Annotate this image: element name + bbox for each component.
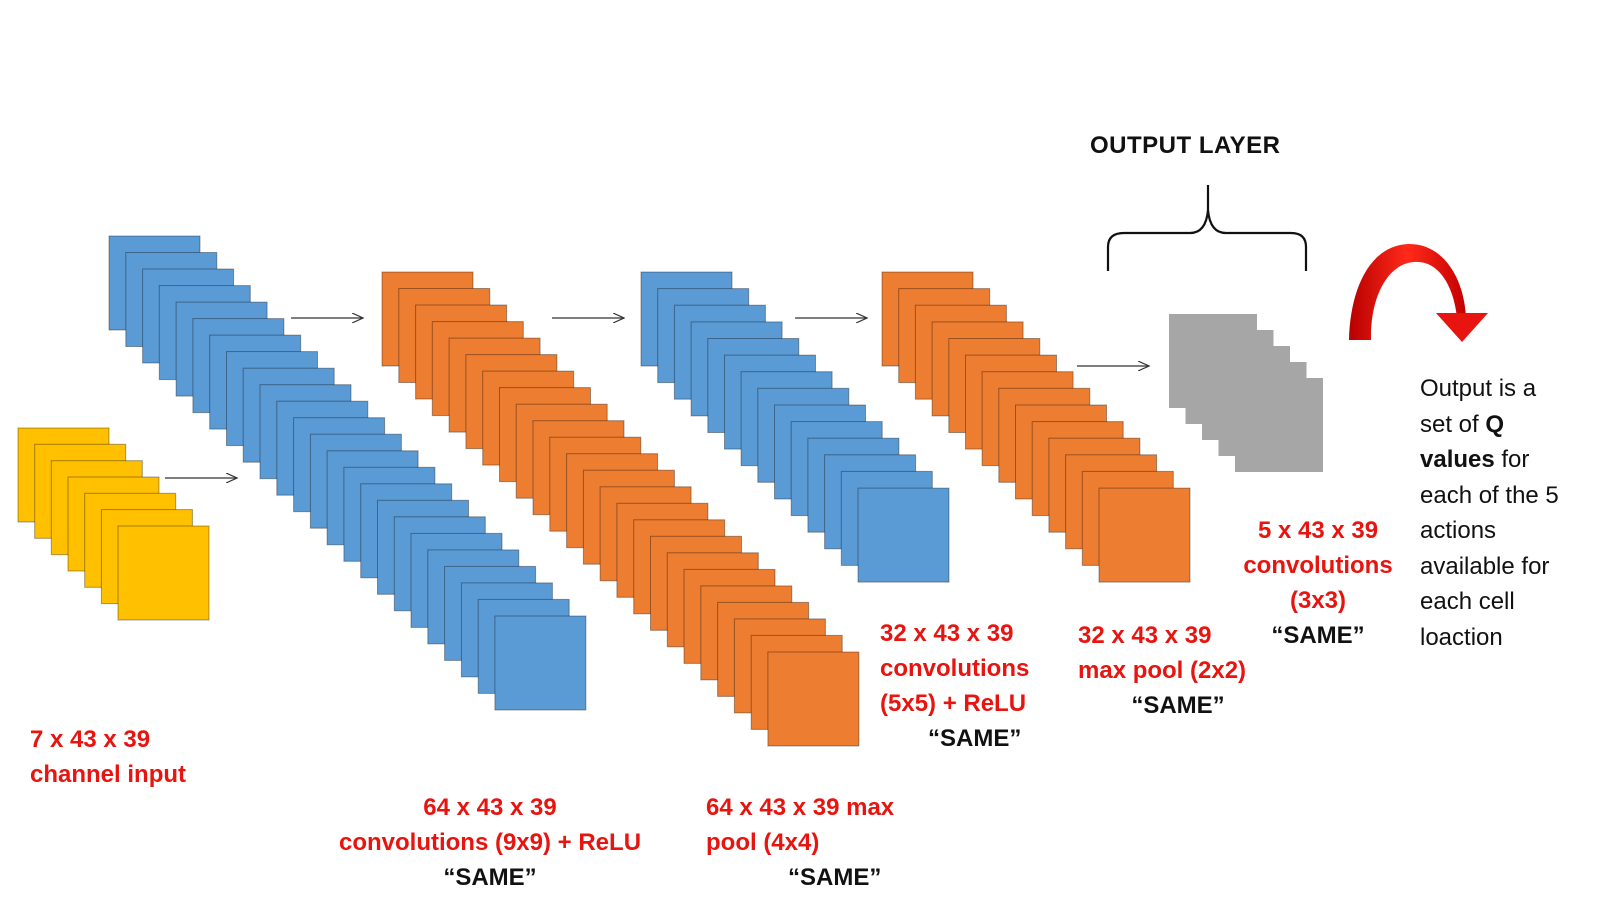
label-conv2-same: “SAME” xyxy=(928,725,1022,752)
stack-output xyxy=(1169,314,1323,472)
output-desc-line-7: each cell xyxy=(1420,588,1515,615)
output-description: Output is a set of Q values for each of … xyxy=(1420,371,1600,655)
label-pool2-line-2: max pool (2x2) xyxy=(1078,657,1247,684)
label-pool1-line-2: pool (4x4) xyxy=(706,829,820,856)
layer-stacks xyxy=(17,235,1323,747)
feature-map-conv1 xyxy=(494,615,587,711)
feature-map-input xyxy=(117,525,210,621)
label-pool1-same: “SAME” xyxy=(788,864,882,891)
label-conv1-line-2: convolutions (9x9) + ReLU xyxy=(338,829,642,856)
label-conv1-same: “SAME” xyxy=(443,864,537,891)
output-desc-line-6: available for xyxy=(1420,552,1550,580)
stack-conv1 xyxy=(108,235,587,711)
output-desc-line-5: actions xyxy=(1420,517,1497,544)
label-pool1-line-1: 64 x 43 x 39 max xyxy=(706,794,895,821)
label-output: 5 x 43 x 39 convolutions (3x3) “SAME” xyxy=(1228,513,1408,653)
stack-conv2 xyxy=(640,271,950,583)
curved-arrow-icon xyxy=(1349,243,1488,342)
label-output-same: “SAME” xyxy=(1271,622,1365,649)
feature-map-pool2 xyxy=(1098,487,1191,583)
label-input: 7 x 43 x 39 channel input xyxy=(30,722,186,792)
feature-map-output xyxy=(1235,378,1323,472)
output-desc-line-3-post: for xyxy=(1494,446,1530,473)
label-pool2-same: “SAME” xyxy=(1131,692,1225,719)
label-conv1: 64 x 43 x 39 convolutions (9x9) + ReLU “… xyxy=(310,790,670,895)
output-desc-line-3: values for xyxy=(1420,442,1600,478)
stack-input xyxy=(17,427,210,621)
label-input-line-2: channel input xyxy=(30,761,186,788)
stack-pool1 xyxy=(381,271,860,747)
output-desc-q: Q xyxy=(1485,410,1505,438)
feature-map-pool1 xyxy=(767,651,860,747)
output-layer-brace xyxy=(1106,185,1308,271)
label-conv2-line-2: convolutions xyxy=(880,655,1030,682)
output-desc-line-8: loaction xyxy=(1420,623,1503,651)
label-output-line-2: convolutions xyxy=(1243,552,1393,579)
label-pool2: 32 x 43 x 39 max pool (2x2) “SAME” xyxy=(1078,618,1278,723)
output-desc-line-2-pre: set of xyxy=(1420,410,1486,438)
label-pool2-line-1: 32 x 43 x 39 xyxy=(1078,622,1212,649)
stack-pool2 xyxy=(881,271,1191,583)
label-output-line-3: (3x3) xyxy=(1289,587,1347,614)
label-input-line-1: 7 x 43 x 39 xyxy=(30,726,151,753)
label-conv2-line-1: 32 x 43 x 39 xyxy=(880,620,1014,647)
label-conv2: 32 x 43 x 39 convolutions (5x5) + ReLU “… xyxy=(880,616,1080,756)
output-desc-values: values xyxy=(1420,446,1495,473)
output-desc-line-2: set of Q xyxy=(1420,407,1600,443)
label-output-line-1: 5 x 43 x 39 xyxy=(1257,517,1379,544)
label-conv1-line-1: 64 x 43 x 39 xyxy=(423,794,557,821)
label-pool1: 64 x 43 x 39 max pool (4x4) “SAME” xyxy=(706,790,966,895)
output-desc-line-1: Output is a xyxy=(1420,375,1537,402)
label-conv2-line-3: (5x5) + ReLU xyxy=(880,690,1027,717)
output-desc-line-4: each of the 5 xyxy=(1420,481,1559,509)
feature-map-conv2 xyxy=(857,487,950,583)
output-layer-title: OUTPUT LAYER xyxy=(1090,132,1281,159)
